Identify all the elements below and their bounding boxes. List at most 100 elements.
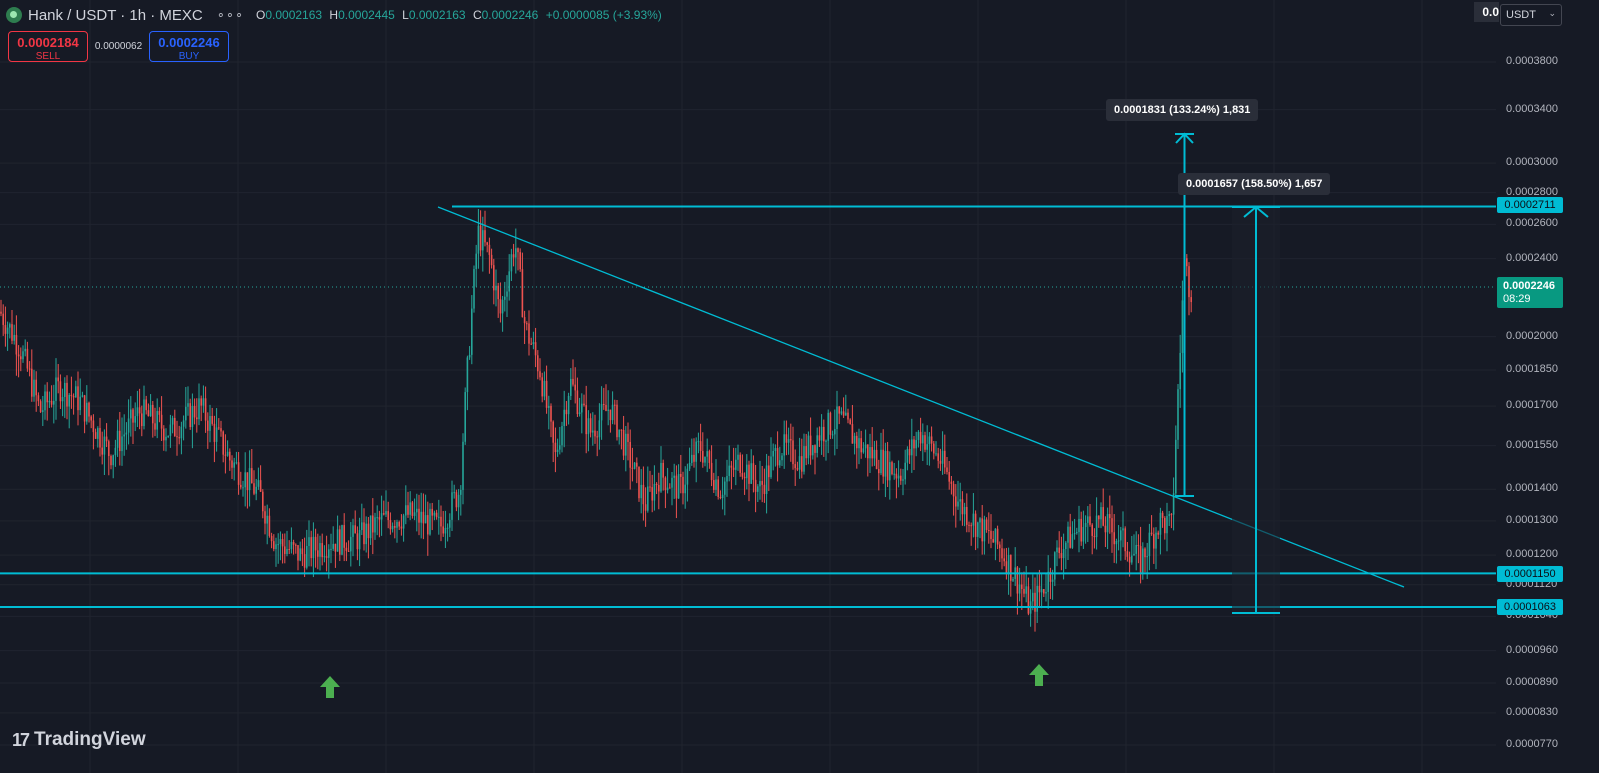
candle-body bbox=[383, 513, 385, 515]
more-icon[interactable]: ∘∘∘ bbox=[216, 7, 245, 22]
candle-body bbox=[114, 447, 117, 456]
open-value: 0.0002163 bbox=[265, 8, 323, 22]
candle-body bbox=[596, 436, 598, 438]
candle-body bbox=[1157, 532, 1159, 535]
symbol-title[interactable]: Hank / USDT · 1h · MEXC bbox=[28, 6, 203, 24]
candle-body bbox=[191, 405, 194, 428]
candle-body bbox=[798, 456, 801, 470]
candle-body bbox=[1007, 554, 1010, 575]
candle-body bbox=[1168, 514, 1170, 517]
candle-body bbox=[963, 506, 966, 515]
candle-body bbox=[680, 473, 682, 477]
candle-body bbox=[834, 429, 836, 435]
candle-body bbox=[68, 394, 70, 407]
candle-body bbox=[389, 520, 392, 530]
candle-body bbox=[552, 421, 554, 443]
candle-body bbox=[358, 530, 361, 550]
measure-1-pct: (133.24%) bbox=[1169, 104, 1220, 116]
candle-body bbox=[297, 545, 299, 561]
candle-body bbox=[1076, 532, 1078, 534]
candle-body bbox=[387, 511, 389, 521]
candle-body bbox=[693, 454, 695, 462]
candle-body bbox=[108, 441, 110, 457]
candle-body bbox=[548, 405, 550, 408]
measure-1-bars: 1,831 bbox=[1222, 104, 1251, 116]
price-axis[interactable] bbox=[1496, 0, 1599, 773]
candle-body bbox=[209, 416, 211, 431]
candle-body bbox=[699, 441, 702, 451]
candle-body bbox=[1047, 571, 1049, 592]
candle-body bbox=[869, 447, 871, 459]
candle-body bbox=[165, 436, 167, 441]
candle-body bbox=[347, 550, 350, 552]
candle-body bbox=[154, 423, 156, 430]
candle-body bbox=[1128, 556, 1131, 563]
candle-body bbox=[1012, 578, 1014, 581]
candle-body bbox=[691, 454, 693, 463]
candle-body bbox=[15, 334, 18, 355]
candle-body bbox=[378, 517, 381, 520]
candle-body bbox=[873, 449, 876, 459]
candle-body bbox=[669, 487, 671, 489]
candle-body bbox=[977, 522, 979, 537]
candle-body bbox=[761, 481, 763, 485]
candle-body bbox=[889, 462, 891, 481]
candle-body bbox=[622, 430, 625, 456]
candle-body bbox=[792, 440, 794, 465]
candle-body bbox=[343, 525, 345, 548]
candle-body bbox=[1032, 592, 1034, 602]
candle-body bbox=[1060, 553, 1063, 559]
candle-body bbox=[200, 398, 202, 406]
candle-body bbox=[1093, 535, 1096, 538]
candle-body bbox=[50, 400, 53, 405]
candle-body bbox=[944, 450, 946, 468]
arrow-up-marker-2 bbox=[1029, 664, 1049, 686]
candle-body bbox=[875, 449, 878, 469]
candle-body bbox=[240, 484, 242, 488]
candle-body bbox=[1062, 549, 1065, 559]
candle-body bbox=[317, 550, 319, 557]
candle-body bbox=[1181, 300, 1184, 353]
price-tick: 0.0002800 bbox=[1506, 185, 1558, 198]
candle-body bbox=[1186, 258, 1188, 267]
candle-body bbox=[220, 428, 222, 432]
candle-body bbox=[853, 435, 856, 444]
candle-body bbox=[66, 382, 68, 407]
candle-body bbox=[814, 445, 816, 453]
candle-body bbox=[708, 451, 711, 463]
candle-body bbox=[757, 486, 759, 492]
sell-button[interactable]: 0.0002184 SELL bbox=[8, 31, 88, 62]
candle-body bbox=[950, 481, 953, 484]
candle-body bbox=[651, 487, 653, 501]
candle-body bbox=[1159, 512, 1162, 535]
candle-body bbox=[490, 254, 493, 266]
candle-body bbox=[618, 429, 620, 438]
currency-select[interactable]: USDT ⌄ bbox=[1500, 4, 1562, 26]
candle-body bbox=[897, 475, 900, 479]
price-tick: 0.0003400 bbox=[1506, 102, 1558, 115]
level-label-top: 0.0002711 bbox=[1497, 197, 1563, 213]
candle-body bbox=[189, 403, 191, 428]
candle-body bbox=[482, 230, 484, 251]
candle-body bbox=[719, 497, 722, 499]
candle-body bbox=[847, 412, 849, 420]
candle-body bbox=[559, 445, 561, 450]
candle-body bbox=[911, 439, 913, 456]
measure-label-2: 0.0001657 (158.50%) 1,657 bbox=[1178, 173, 1331, 195]
candle-body bbox=[39, 401, 42, 412]
symbol-header[interactable]: Hank / USDT · 1h · MEXC ∘∘∘ bbox=[6, 4, 244, 26]
candle-body bbox=[460, 489, 462, 495]
trade-panel: 0.0002184 SELL 0.0000062 0.0002246 BUY bbox=[8, 31, 229, 62]
candle-body bbox=[235, 462, 238, 464]
candle-body bbox=[1142, 548, 1144, 573]
tradingview-logo[interactable]: 17 TradingView bbox=[12, 729, 146, 751]
candle-body bbox=[422, 511, 425, 524]
candle-body bbox=[1179, 352, 1181, 390]
candle-body bbox=[1166, 516, 1168, 534]
candle-body bbox=[871, 447, 873, 459]
candle-body bbox=[878, 468, 880, 474]
buy-button[interactable]: 0.0002246 BUY bbox=[149, 31, 229, 62]
candle-body bbox=[845, 412, 847, 416]
candle-body bbox=[1069, 526, 1071, 548]
